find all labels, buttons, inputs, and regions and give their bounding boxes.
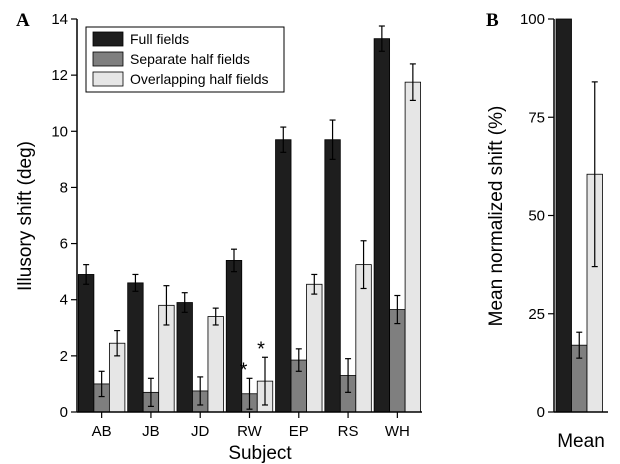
x-tick-label: JB bbox=[142, 423, 160, 440]
bar-ep-full-fields bbox=[275, 139, 292, 413]
x-tick-label: EP bbox=[289, 423, 309, 440]
bar-mean-full-fields bbox=[555, 18, 572, 413]
bar-jd-overlapping-half-fields bbox=[207, 316, 224, 413]
x-tick-label: RS bbox=[338, 423, 359, 440]
panel-a-y-axis-label: Illusory shift (deg) bbox=[15, 141, 36, 291]
y-tick-label: 8 bbox=[60, 179, 68, 196]
y-tick-label: 75 bbox=[528, 109, 545, 126]
x-tick-label: WH bbox=[385, 423, 410, 440]
panel-b-label: B bbox=[486, 10, 499, 31]
legend-swatch bbox=[92, 51, 124, 67]
y-tick-label: 12 bbox=[51, 67, 68, 84]
panel-a-label: A bbox=[16, 10, 30, 31]
bar-jd-full-fields bbox=[176, 302, 193, 413]
y-tick-label: 10 bbox=[51, 123, 68, 140]
panel-b-chart: B Mean normalized shift (%) Mean 0 25 50 75… bbox=[486, 10, 608, 452]
panel-b-x-axis-label: Mean bbox=[557, 431, 605, 452]
y-tick-label: 6 bbox=[60, 236, 68, 253]
significance-asterisk: * bbox=[240, 359, 248, 381]
significance-asterisk: * bbox=[257, 338, 265, 360]
legend-swatch bbox=[92, 31, 124, 47]
x-tick-label: AB bbox=[92, 423, 112, 440]
panel-b-y-axis-label: Mean normalized shift (%) bbox=[486, 106, 507, 327]
y-tick-label: 4 bbox=[60, 292, 68, 309]
legend: Full fields Separate half fields Overlappi… bbox=[85, 26, 285, 93]
bar-ab-full-fields bbox=[77, 274, 95, 413]
y-tick-label: 2 bbox=[60, 348, 68, 365]
y-tick-label: 0 bbox=[537, 404, 545, 421]
bar-jb-full-fields bbox=[127, 282, 144, 413]
panel-a-chart: A Illusory shift (deg) Subject 0 2 4 6 8 10 12… bbox=[15, 10, 422, 464]
x-tick-label: RW bbox=[237, 423, 263, 440]
legend-entry-label: Separate half fields bbox=[130, 51, 250, 67]
legend-swatch bbox=[92, 71, 124, 87]
y-tick-label: 14 bbox=[51, 11, 68, 28]
bar-wh-overlapping-half-fields bbox=[404, 81, 422, 413]
bar-rw-full-fields bbox=[225, 260, 243, 413]
legend-entry-label: Overlapping half fields bbox=[130, 71, 269, 87]
y-tick-label: 0 bbox=[60, 404, 68, 421]
panel-a-x-axis-label: Subject bbox=[228, 443, 292, 464]
y-tick-label: 50 bbox=[528, 208, 545, 225]
bar-rs-full-fields bbox=[324, 139, 341, 413]
y-tick-label: 25 bbox=[528, 306, 545, 323]
x-tick-label: JD bbox=[191, 423, 210, 440]
y-tick-label: 100 bbox=[520, 11, 545, 28]
legend-entry-label: Full fields bbox=[130, 31, 189, 47]
bar-wh-full-fields bbox=[373, 38, 391, 413]
bar-wh-separate-half-fields bbox=[389, 309, 406, 413]
bar-ep-overlapping-half-fields bbox=[306, 283, 323, 413]
